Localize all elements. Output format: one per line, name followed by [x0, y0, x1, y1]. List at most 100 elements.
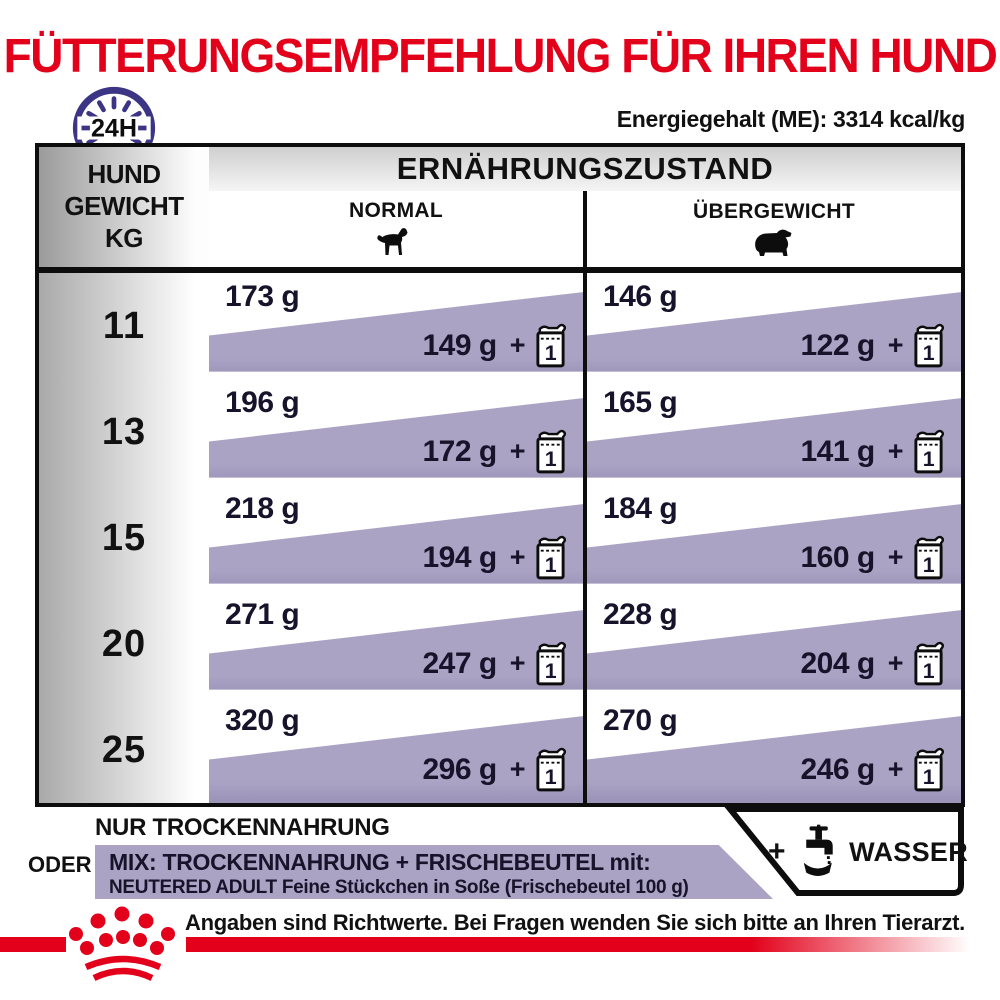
footer-note: Angaben sind Richtwerte. Bei Fragen wend…	[185, 910, 965, 935]
plus-sign: +	[509, 542, 526, 572]
mix-legend-line2: NEUTERED ADULT Feine Stückchen in Soße (…	[109, 877, 689, 898]
weight-header-line3: KG	[105, 222, 144, 253]
water-plus-sign: +	[768, 835, 786, 868]
pouch-count: 1	[545, 341, 557, 365]
pouch-icon: 1	[536, 747, 567, 792]
header-separator	[39, 267, 961, 273]
mix-amount: 141 g	[800, 434, 876, 468]
footer-stripe-left	[0, 937, 66, 952]
mix-legend-band: MIX: TROCKENNAHRUNG + FRISCHEBEUTEL mit:…	[95, 845, 773, 899]
cell-overweight-11: 146 g 122 g + 1	[587, 273, 961, 379]
mix-amount: 122 g	[800, 328, 876, 362]
weight-cell: 20	[39, 591, 209, 697]
royal-canin-crown-logo	[60, 901, 195, 996]
mix-amount: 247 g	[422, 646, 498, 680]
plus-sign: +	[887, 648, 904, 678]
mix-amount-group: 204 g + 1	[801, 640, 946, 687]
mix-legend-line1: MIX: TROCKENNAHRUNG + FRISCHEBEUTEL mit:	[109, 849, 651, 875]
mix-amount-group: 194 g + 1	[423, 534, 568, 581]
plus-sign: +	[887, 330, 904, 360]
dry-amount: 196 g	[225, 386, 300, 419]
mix-amount: 160 g	[800, 540, 876, 574]
cell-normal-11: 173 g 149 g + 1	[209, 273, 583, 379]
pouch-count: 1	[923, 341, 935, 365]
cell-normal-25: 320 g 296 g + 1	[209, 697, 583, 803]
mix-amount-group: 160 g + 1	[801, 534, 946, 581]
clock-24h-icon: 24H	[70, 84, 158, 144]
pouch-count: 1	[923, 765, 935, 789]
footer-stripe-right	[186, 937, 970, 952]
mix-amount: 194 g	[422, 540, 498, 574]
weight-cell: 25	[39, 697, 209, 803]
cell-overweight-20: 228 g 204 g + 1	[587, 591, 961, 697]
dry-amount: 173 g	[225, 280, 300, 313]
plus-sign: +	[509, 648, 526, 678]
pouch-count: 1	[545, 447, 557, 471]
column-header-overweight: ÜBERGEWICHT	[587, 191, 961, 267]
pouch-icon: 1	[536, 323, 567, 368]
weight-cell: 13	[39, 379, 209, 485]
cell-overweight-15: 184 g 160 g + 1	[587, 485, 961, 591]
mix-amount: 149 g	[422, 328, 498, 362]
dry-only-label: NUR TROCKENNAHRUNG	[95, 814, 390, 841]
mix-amount: 172 g	[422, 434, 498, 468]
plus-sign: +	[509, 754, 526, 784]
pouch-count: 1	[545, 553, 557, 577]
dry-amount: 218 g	[225, 492, 300, 525]
weight-column-header: HUND GEWICHT KG	[39, 147, 209, 267]
water-label: WASSER	[849, 836, 968, 867]
water-tap-icon	[803, 824, 833, 876]
plus-sign: +	[887, 542, 904, 572]
weight-header-line2: GEWICHT	[64, 191, 184, 222]
mix-amount-group: 172 g + 1	[423, 428, 568, 475]
dry-amount: 270 g	[603, 704, 678, 737]
energy-content-label: Energiegehalt (ME): 3314 kcal/kg	[616, 106, 966, 132]
pouch-count: 1	[923, 447, 935, 471]
weight-cell: 11	[39, 273, 209, 379]
dry-amount: 271 g	[225, 598, 300, 631]
or-label: ODER	[28, 852, 92, 877]
plus-sign: +	[887, 436, 904, 466]
pouch-icon: 1	[536, 641, 567, 686]
mix-amount-group: 122 g + 1	[801, 322, 946, 369]
pouch-icon: 1	[914, 323, 945, 368]
pouch-count: 1	[545, 765, 557, 789]
overweight-dog-icon	[755, 229, 792, 256]
overweight-label: ÜBERGEWICHT	[693, 199, 855, 223]
mix-amount: 296 g	[422, 752, 498, 786]
column-divider	[583, 191, 587, 803]
pouch-count: 1	[923, 553, 935, 577]
pouch-icon: 1	[536, 429, 567, 474]
water-box	[722, 805, 968, 899]
pouch-count: 1	[545, 659, 557, 683]
dry-amount: 320 g	[225, 704, 300, 737]
condition-header: ERNÄHRUNGSZUSTAND	[209, 147, 961, 191]
mix-amount: 246 g	[800, 752, 876, 786]
weight-header-line1: HUND	[87, 159, 161, 190]
plus-sign: +	[887, 754, 904, 784]
pouch-icon: 1	[914, 535, 945, 580]
page-title: FÜTTERUNGSEMPFEHLUNG FÜR IHREN HUND	[3, 27, 998, 83]
plus-sign: +	[509, 330, 526, 360]
water-box-content: + WASSER	[722, 805, 968, 899]
mix-amount: 204 g	[800, 646, 876, 680]
pouch-icon: 1	[914, 747, 945, 792]
cell-normal-15: 218 g 194 g + 1	[209, 485, 583, 591]
clock-label: 24H	[91, 114, 137, 142]
column-header-normal: NORMAL	[209, 191, 583, 267]
dry-amount: 228 g	[603, 598, 678, 631]
feeding-table: HUND GEWICHT KG ERNÄHRUNGSZUSTAND NORMAL…	[35, 143, 965, 807]
normal-dog-icon	[377, 227, 408, 255]
pouch-icon: 1	[536, 535, 567, 580]
pouch-icon: 1	[914, 429, 945, 474]
mix-amount-group: 141 g + 1	[801, 428, 946, 475]
plus-sign: +	[509, 436, 526, 466]
cell-overweight-13: 165 g 141 g + 1	[587, 379, 961, 485]
dry-amount: 165 g	[603, 386, 678, 419]
mix-amount-group: 247 g + 1	[423, 640, 568, 687]
mix-amount-group: 246 g + 1	[801, 746, 946, 793]
weight-cell: 15	[39, 485, 209, 591]
normal-label: NORMAL	[349, 198, 443, 222]
cell-normal-20: 271 g 247 g + 1	[209, 591, 583, 697]
cell-normal-13: 196 g 172 g + 1	[209, 379, 583, 485]
